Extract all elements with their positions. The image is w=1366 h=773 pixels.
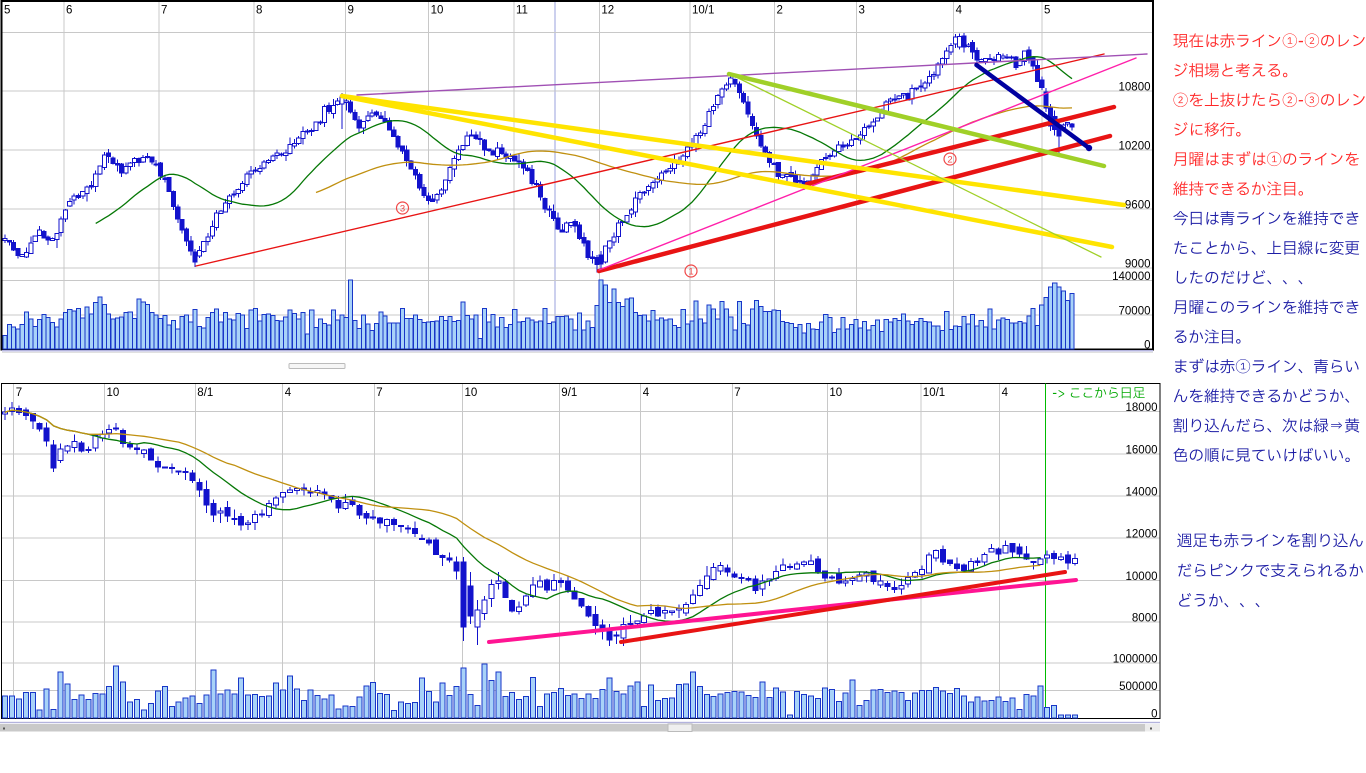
svg-text:6: 6 xyxy=(66,5,72,17)
svg-text:0: 0 xyxy=(1151,709,1157,721)
svg-text:140000: 140000 xyxy=(1112,271,1150,283)
svg-text:5: 5 xyxy=(4,5,10,17)
svg-text:10800: 10800 xyxy=(1119,82,1151,94)
svg-text:10: 10 xyxy=(465,387,478,399)
svg-text:0: 0 xyxy=(1144,340,1150,352)
svg-text:14000: 14000 xyxy=(1126,486,1158,498)
svg-text:12000: 12000 xyxy=(1126,529,1158,541)
svg-text:1000000: 1000000 xyxy=(1113,653,1158,665)
svg-text:10/1: 10/1 xyxy=(692,5,714,17)
svg-text:7: 7 xyxy=(376,387,382,399)
svg-text:10: 10 xyxy=(829,387,842,399)
svg-text:7: 7 xyxy=(161,5,167,17)
svg-text:9600: 9600 xyxy=(1125,200,1151,212)
svg-text:10000: 10000 xyxy=(1126,571,1158,583)
svg-text:1: 1 xyxy=(688,267,693,278)
svg-text:3: 3 xyxy=(859,5,865,17)
svg-text:10200: 10200 xyxy=(1119,141,1151,153)
svg-text:2: 2 xyxy=(947,155,952,166)
svg-text:8/1: 8/1 xyxy=(197,387,213,399)
svg-text:5: 5 xyxy=(1044,5,1050,17)
svg-text:10: 10 xyxy=(431,5,444,17)
svg-text:4: 4 xyxy=(285,387,292,399)
svg-text:18000: 18000 xyxy=(1126,402,1158,414)
svg-text:16000: 16000 xyxy=(1126,444,1158,456)
svg-text:4: 4 xyxy=(956,5,963,17)
svg-text:8: 8 xyxy=(256,5,262,17)
svg-text:11: 11 xyxy=(516,5,528,17)
svg-text:8000: 8000 xyxy=(1132,613,1158,625)
svg-text:10: 10 xyxy=(107,387,120,399)
svg-text:7: 7 xyxy=(16,387,22,399)
svg-text:9: 9 xyxy=(348,5,354,17)
svg-text:9000: 9000 xyxy=(1125,259,1151,271)
svg-text:12: 12 xyxy=(601,5,614,17)
svg-text:9/1: 9/1 xyxy=(561,387,577,399)
svg-text:10/1: 10/1 xyxy=(923,387,945,399)
svg-text:500000: 500000 xyxy=(1119,681,1157,693)
svg-text:7: 7 xyxy=(734,387,740,399)
svg-text:4: 4 xyxy=(643,387,650,399)
svg-text:2: 2 xyxy=(777,5,783,17)
svg-text:70000: 70000 xyxy=(1119,306,1151,318)
svg-text:3: 3 xyxy=(400,204,405,215)
svg-text:4: 4 xyxy=(1002,387,1009,399)
